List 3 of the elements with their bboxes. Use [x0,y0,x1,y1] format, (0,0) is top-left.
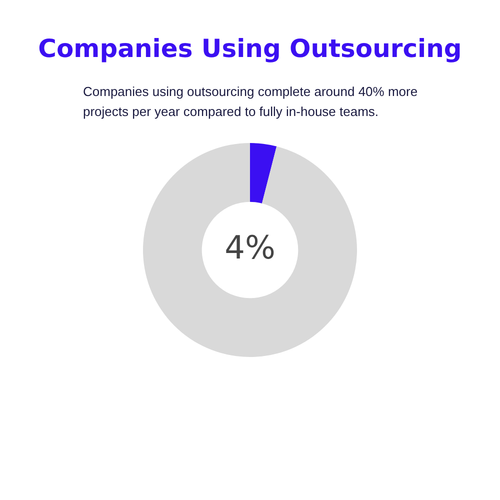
chart-title: Companies Using Outsourcing [37,34,463,63]
data-label: 4% [224,228,276,266]
chart-subtitle: Companies using outsourcing complete around 40% more projects per year compared to fully in-house teams. [83,83,419,121]
